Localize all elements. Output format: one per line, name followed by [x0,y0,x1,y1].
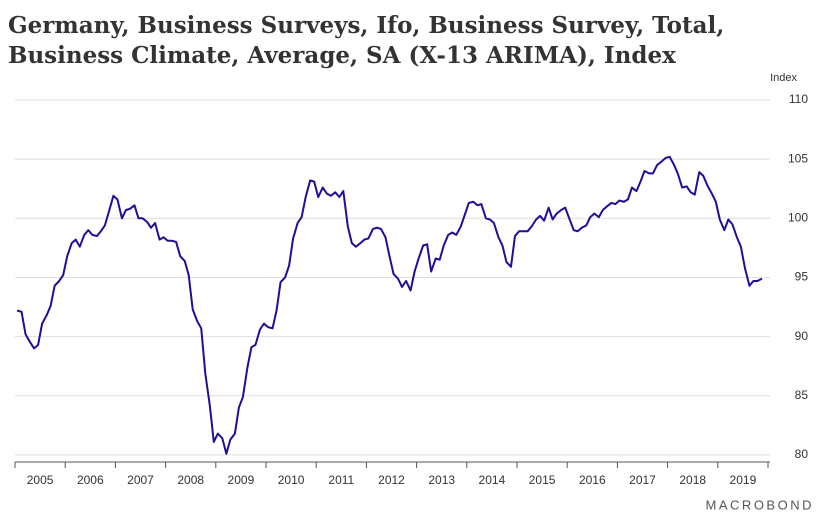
y-tick-label: 95 [795,270,809,284]
x-tick-label: 2008 [177,473,204,487]
x-tick-label: 2018 [679,473,706,487]
x-tick-label: 2007 [127,473,154,487]
y-tick-label: 100 [788,210,808,224]
y-tick-label: 80 [795,447,809,461]
x-tick-label: 2009 [228,473,255,487]
source: MACROBOND [706,497,814,512]
x-tick-label: 2010 [278,473,305,487]
x-tick-label: 2006 [77,473,104,487]
chart-title: Germany, Business Surveys, Ifo, Business… [8,12,724,39]
x-tick-label: 2014 [479,473,506,487]
x-tick-label: 2013 [428,473,455,487]
y-axis-label: Index [770,72,797,84]
x-tick-label: 2016 [579,473,606,487]
x-tick-label: 2015 [529,473,556,487]
y-tick-label: 105 [788,151,808,165]
chart-title: Business Climate, Average, SA (X-13 ARIM… [8,42,676,69]
data-line [16,155,763,455]
x-tick-label: 2017 [629,473,656,487]
y-tick-label: 110 [789,92,808,106]
y-tick-label: 85 [795,388,809,402]
x-tick-label: 2005 [27,473,54,487]
y-tick-label: 90 [795,329,809,343]
x-tick-label: 2012 [378,473,405,487]
x-tick-label: 2011 [328,473,354,487]
x-tick-label: 2019 [730,473,757,487]
